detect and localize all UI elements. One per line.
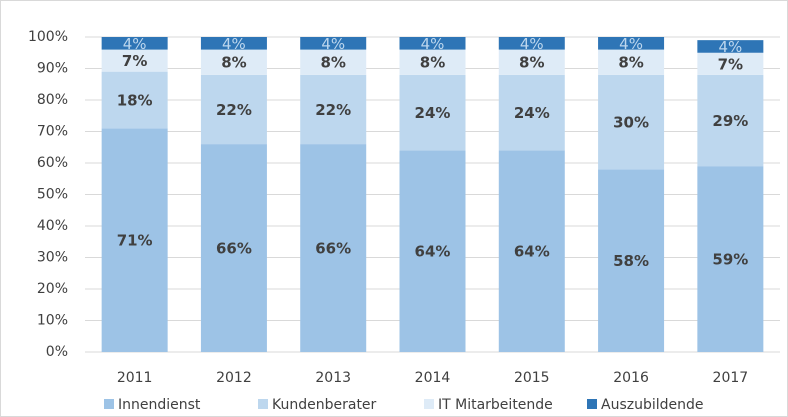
legend-label: Innendienst xyxy=(118,397,201,413)
y-tick-label: 40% xyxy=(37,218,68,234)
data-label: 24% xyxy=(514,104,550,122)
y-tick-label: 60% xyxy=(37,155,68,171)
bar-segment xyxy=(498,74,565,151)
bar-segment xyxy=(598,74,665,170)
y-tick-label: 50% xyxy=(37,187,68,203)
data-label: 8% xyxy=(320,54,345,72)
bar-segment xyxy=(498,49,565,75)
data-label: 66% xyxy=(216,240,252,258)
bar-segment xyxy=(598,169,665,352)
bar-segment xyxy=(697,52,764,75)
legend-label: IT Mitarbeitende xyxy=(438,397,553,413)
data-label: 29% xyxy=(712,112,748,130)
x-tick-label: 2015 xyxy=(514,370,550,386)
bar-segment xyxy=(200,37,267,50)
legend-swatch xyxy=(424,399,434,409)
bar-segment xyxy=(101,37,168,50)
bar-segment xyxy=(300,74,367,145)
bar-segment xyxy=(200,74,267,145)
bar-segment xyxy=(399,49,466,75)
bar-segment xyxy=(697,166,764,352)
bar-segment xyxy=(300,49,367,75)
data-label: 8% xyxy=(618,54,643,72)
y-tick-label: 100% xyxy=(28,29,68,45)
data-label: 64% xyxy=(415,243,451,261)
legend-label: Auszubildende xyxy=(601,397,704,413)
data-label: 22% xyxy=(216,101,252,119)
data-label: 24% xyxy=(415,104,451,122)
data-label: 4% xyxy=(619,35,643,53)
bar-segment xyxy=(399,37,466,50)
data-label: 4% xyxy=(123,35,147,53)
bar-segment xyxy=(101,71,168,129)
data-label: 64% xyxy=(514,243,550,261)
bar-segment xyxy=(697,40,764,53)
data-label: 4% xyxy=(321,35,345,53)
x-tick-label: 2016 xyxy=(613,370,649,386)
data-label: 8% xyxy=(420,54,445,72)
legend-swatch xyxy=(258,399,268,409)
bar-segment xyxy=(498,37,565,50)
bar-segment xyxy=(399,150,466,352)
data-label: 22% xyxy=(315,101,351,119)
y-tick-label: 20% xyxy=(37,281,68,297)
data-label: 8% xyxy=(221,54,246,72)
bar-segment xyxy=(598,49,665,75)
legend-label: Kundenberater xyxy=(272,397,377,413)
bar-segment xyxy=(101,128,168,352)
y-tick-label: 80% xyxy=(37,92,68,108)
bar-segment xyxy=(598,37,665,50)
data-label: 7% xyxy=(122,52,147,70)
data-label: 4% xyxy=(718,38,742,56)
y-tick-label: 30% xyxy=(37,250,68,266)
x-tick-label: 2014 xyxy=(415,370,451,386)
data-label: 58% xyxy=(613,252,649,270)
data-label: 66% xyxy=(315,240,351,258)
x-tick-label: 2012 xyxy=(216,370,252,386)
data-label: 71% xyxy=(117,232,153,250)
data-label: 4% xyxy=(222,35,246,53)
data-label: 18% xyxy=(117,92,153,110)
y-tick-label: 0% xyxy=(46,344,68,360)
x-tick-label: 2011 xyxy=(117,370,153,386)
legend-swatch xyxy=(104,399,114,409)
y-tick-label: 70% xyxy=(37,124,68,140)
bar-segment xyxy=(300,37,367,50)
data-label: 30% xyxy=(613,114,649,132)
x-tick-label: 2013 xyxy=(315,370,351,386)
bar-segment xyxy=(300,144,367,352)
bar-segment xyxy=(697,74,764,167)
bar-segment xyxy=(101,49,168,72)
bar-segment xyxy=(498,150,565,352)
legend-swatch xyxy=(587,399,597,409)
data-label: 8% xyxy=(519,54,544,72)
bar-segment xyxy=(399,74,466,151)
bar-segment xyxy=(200,49,267,75)
data-label: 59% xyxy=(712,251,748,269)
data-label: 4% xyxy=(421,35,445,53)
y-tick-label: 10% xyxy=(37,313,68,329)
bar-segment xyxy=(200,144,267,352)
data-label: 7% xyxy=(718,55,743,73)
x-tick-label: 2017 xyxy=(713,370,749,386)
data-label: 4% xyxy=(520,35,544,53)
y-tick-label: 90% xyxy=(37,61,68,77)
